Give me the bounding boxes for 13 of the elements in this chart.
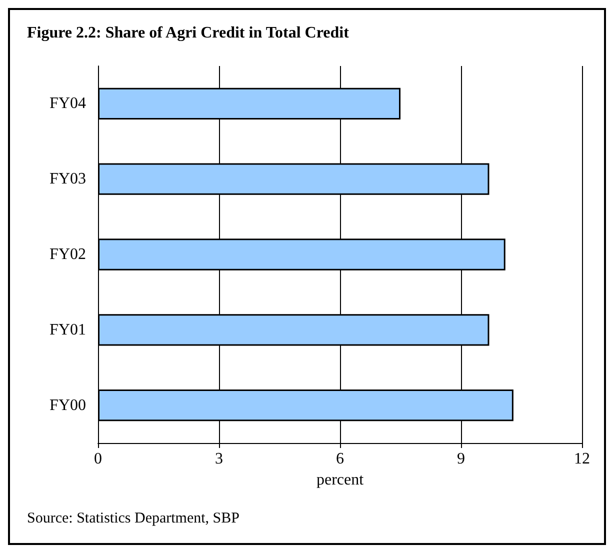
chart-title: Figure 2.2: Share of Agri Credit in Total Credit [27, 24, 350, 42]
y-tick-label: FY04 [50, 95, 86, 112]
y-tick-label: FY01 [50, 321, 86, 338]
x-axis-title: percent [316, 471, 364, 488]
source-note: Source: Statistics Department, SBP [27, 510, 240, 526]
x-tick-label: 9 [457, 450, 465, 468]
y-tick-label: FY03 [50, 170, 86, 188]
x-tick-label: 6 [336, 450, 344, 468]
x-tick-label: 3 [215, 450, 223, 468]
x-tick-label: 0 [94, 450, 102, 468]
y-tick-label: FY02 [50, 246, 86, 263]
y-tick-label: FY00 [50, 396, 86, 414]
x-tick-label: 12 [574, 450, 590, 468]
